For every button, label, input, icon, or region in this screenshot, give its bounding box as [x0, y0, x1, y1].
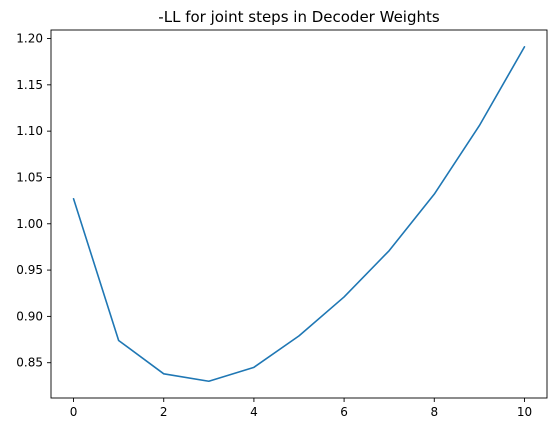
- x-tick-label: 8: [430, 405, 438, 419]
- series-line: [72, 46, 526, 383]
- y-tick-label: 0.85: [16, 356, 43, 370]
- chart-title: -LL for joint steps in Decoder Weights: [158, 8, 440, 26]
- x-tick-label: 2: [160, 405, 168, 419]
- y-axis: 0.85 0.90 0.95 1.00 1.05 1.10 1.15 1.20: [16, 32, 51, 370]
- y-tick-label: 1.15: [16, 78, 43, 92]
- x-tick-label: 6: [340, 405, 348, 419]
- y-tick-label: 1.00: [16, 217, 43, 231]
- plot-area: [72, 46, 526, 383]
- y-tick-label: 0.95: [16, 263, 43, 277]
- y-tick-label: 1.20: [16, 32, 43, 46]
- x-axis: 0 2 4 6 8 10: [70, 398, 532, 419]
- y-tick-label: 1.10: [16, 124, 43, 138]
- x-tick-label: 0: [70, 405, 78, 419]
- plot-frame: [50, 29, 548, 399]
- y-tick-label: 0.90: [16, 309, 43, 323]
- x-tick-label: 4: [250, 405, 258, 419]
- x-tick-label: 10: [517, 405, 532, 419]
- y-tick-label: 1.05: [16, 170, 43, 184]
